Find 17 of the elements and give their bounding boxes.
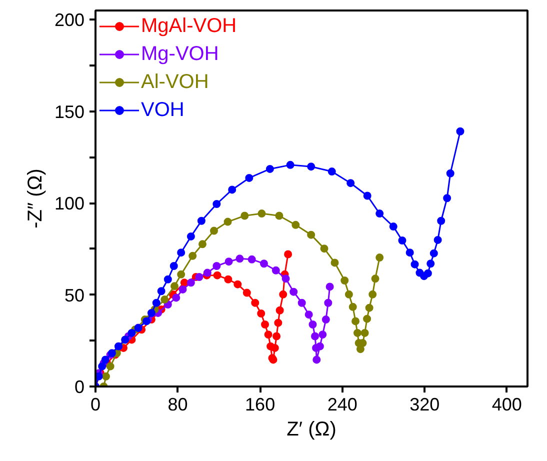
legend-label: Al-VOH: [141, 70, 209, 94]
x-tick-label: 0: [90, 394, 101, 414]
legend-label: MgAl-VOH: [141, 14, 237, 38]
x-tick-label: 320: [410, 394, 440, 414]
legend-label: Mg-VOH: [141, 42, 219, 66]
x-tick-label: 400: [492, 394, 522, 414]
y-tick-label: 100: [54, 194, 85, 214]
x-tick-label: 80: [168, 394, 188, 414]
legend-label: VOH: [141, 98, 184, 122]
y-axis-title: -Z″ (Ω): [24, 168, 46, 228]
x-axis-title: Z′ (Ω): [286, 418, 336, 440]
y-tick-label: 200: [54, 10, 85, 30]
y-tick-label: 150: [54, 102, 85, 122]
x-tick-label: 160: [245, 394, 276, 414]
y-tick-label: 0: [74, 377, 85, 397]
y-tick-label: 50: [64, 285, 85, 306]
x-tick-label: 240: [327, 394, 358, 414]
